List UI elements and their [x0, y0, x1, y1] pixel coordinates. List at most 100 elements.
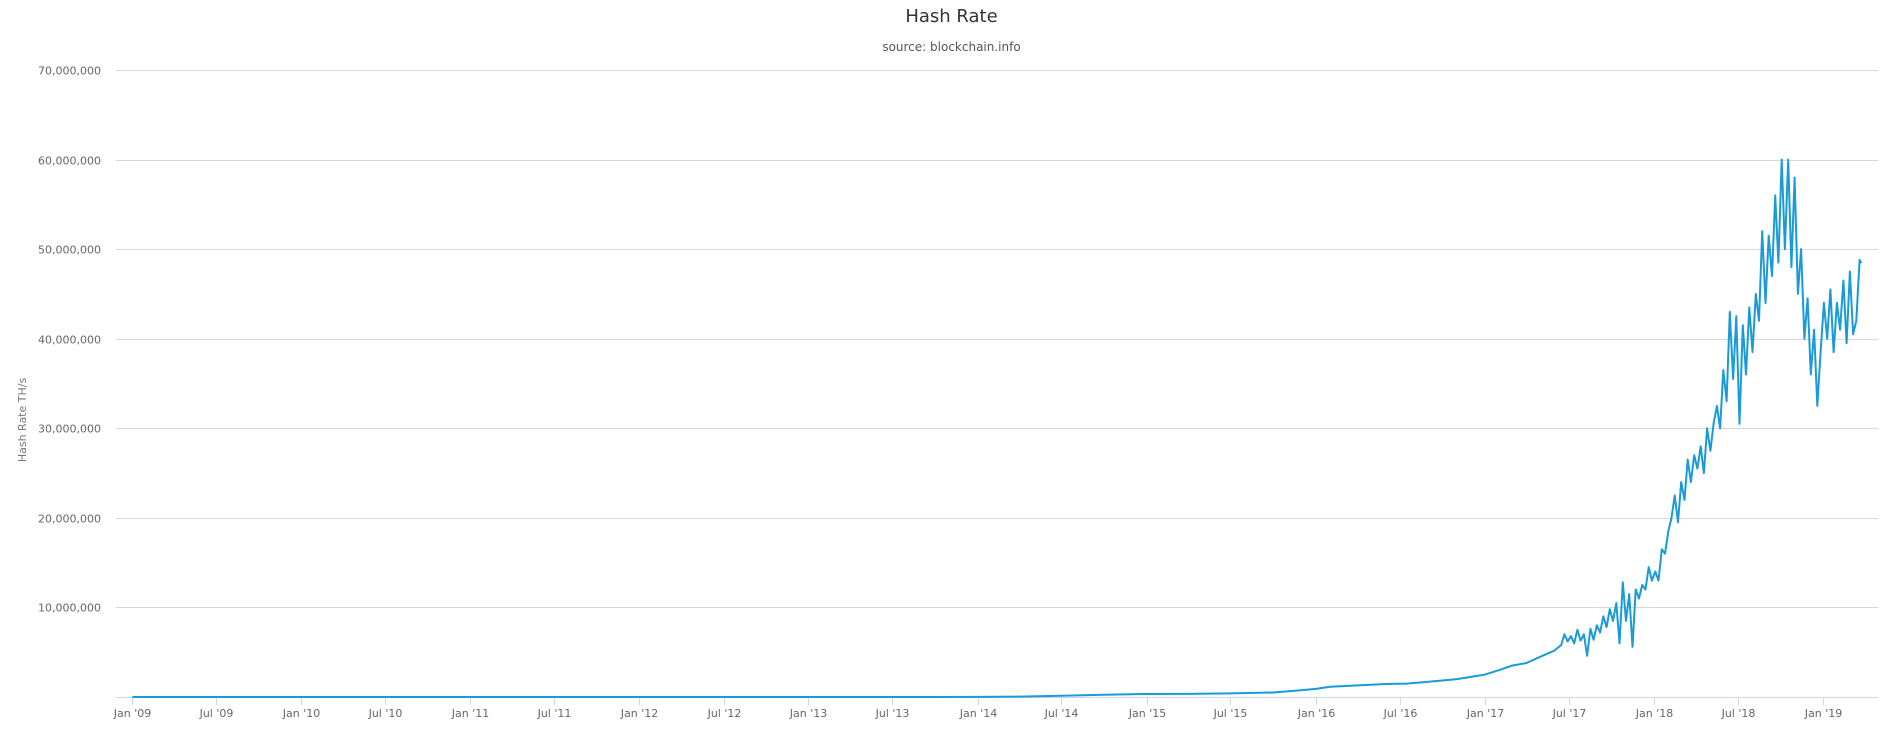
x-tick-label: Jul '13	[875, 707, 910, 720]
x-tick-label: Jul '10	[368, 707, 403, 720]
data-point	[1719, 427, 1721, 430]
data-point	[1622, 581, 1624, 584]
data-point	[1589, 628, 1592, 630]
x-tick-label: Jan '16	[1297, 707, 1335, 720]
data-point	[1667, 530, 1670, 533]
data-point	[1842, 279, 1845, 282]
data-point	[1823, 302, 1825, 304]
data-point	[1803, 337, 1806, 340]
data-point	[1647, 566, 1650, 568]
data-point	[1767, 234, 1770, 237]
data-point	[1860, 261, 1862, 264]
data-point	[1790, 266, 1793, 268]
data-point	[1631, 646, 1634, 648]
data-point	[1703, 472, 1705, 474]
data-point	[1670, 517, 1673, 519]
data-point	[1748, 306, 1751, 309]
data-point	[1405, 682, 1408, 685]
x-tick-label: Jan '17	[1466, 707, 1504, 720]
data-point	[1664, 552, 1666, 555]
chart-title: Hash Rate	[905, 6, 998, 27]
data-point	[1826, 337, 1828, 340]
data-point	[1699, 445, 1702, 448]
y-tick-label: 20,000,000	[38, 513, 101, 526]
y-axis-title: Hash Rate TH/s	[16, 378, 29, 463]
data-point	[1729, 311, 1731, 313]
data-point	[1858, 259, 1861, 261]
data-point	[1651, 579, 1653, 582]
x-tick-label: Jan '13	[789, 707, 827, 720]
data-point	[1683, 499, 1686, 501]
data-point	[1300, 689, 1302, 692]
data-point	[1592, 638, 1595, 641]
data-point	[1018, 695, 1020, 698]
data-point	[1615, 602, 1618, 604]
x-tick-label: Jul '15	[1213, 707, 1248, 720]
data-point	[1553, 649, 1556, 652]
y-tick-label: 30,000,000	[38, 423, 101, 436]
data-point	[1586, 655, 1588, 657]
data-point	[1385, 683, 1387, 685]
data-point	[1618, 642, 1621, 645]
data-point	[1566, 640, 1569, 643]
data-point	[1357, 684, 1359, 687]
data-point	[1456, 678, 1458, 680]
data-point	[1498, 669, 1500, 671]
x-tick-label: Jul '11	[537, 707, 572, 720]
x-tick-label: Jan '12	[620, 707, 658, 720]
x-tick-label: Jul '14	[1044, 707, 1079, 720]
data-point	[638, 696, 641, 698]
data-point	[1839, 329, 1841, 331]
data-point	[1625, 620, 1627, 622]
data-point	[1576, 629, 1579, 631]
data-point	[976, 696, 979, 698]
data-point	[1657, 579, 1660, 582]
data-point	[807, 696, 810, 698]
y-tick-label: 10,000,000	[38, 602, 101, 615]
data-point	[891, 696, 893, 698]
data-point	[1722, 369, 1725, 371]
data-point	[300, 696, 302, 698]
x-tick-label: Jul '17	[1552, 707, 1587, 720]
data-point	[1832, 351, 1835, 353]
data-point	[934, 696, 936, 698]
data-point	[1644, 588, 1647, 591]
data-point	[1716, 405, 1718, 407]
data-point	[1800, 248, 1802, 250]
data-point	[1777, 261, 1780, 264]
data-point	[1539, 655, 1542, 658]
data-point	[1712, 423, 1715, 425]
y-tick-label: 70,000,000	[38, 65, 101, 78]
chart-subtitle: source: blockchain.info	[882, 40, 1021, 54]
data-point	[1690, 481, 1692, 483]
data-point	[469, 696, 472, 698]
data-point	[1484, 673, 1486, 676]
data-point	[1563, 633, 1566, 636]
data-point	[1599, 631, 1601, 634]
x-tick-label: Jan '19	[1804, 707, 1842, 720]
data-point	[1764, 302, 1767, 304]
data-point	[1810, 373, 1812, 376]
data-point	[1103, 694, 1105, 696]
data-point	[1673, 494, 1676, 497]
data-point	[1774, 194, 1776, 197]
x-tick-label: Jul '09	[199, 707, 234, 720]
data-point	[1641, 584, 1643, 586]
x-tick-label: Jul '12	[707, 707, 742, 720]
data-point	[1852, 333, 1854, 336]
x-tick-label: Jan '11	[451, 707, 489, 720]
data-point	[1609, 608, 1611, 610]
data-point	[1735, 315, 1738, 318]
data-point	[1560, 644, 1562, 646]
y-tick-label: 60,000,000	[38, 155, 101, 168]
data-point	[1806, 297, 1809, 300]
x-tick-label: Jan '15	[1128, 707, 1166, 720]
data-point	[1628, 593, 1630, 595]
data-point	[1755, 293, 1757, 295]
data-point	[1771, 275, 1773, 277]
data-point	[1272, 691, 1274, 694]
data-point	[1845, 342, 1848, 345]
y-tick-label: 50,000,000	[38, 244, 101, 257]
data-point	[1745, 373, 1747, 376]
